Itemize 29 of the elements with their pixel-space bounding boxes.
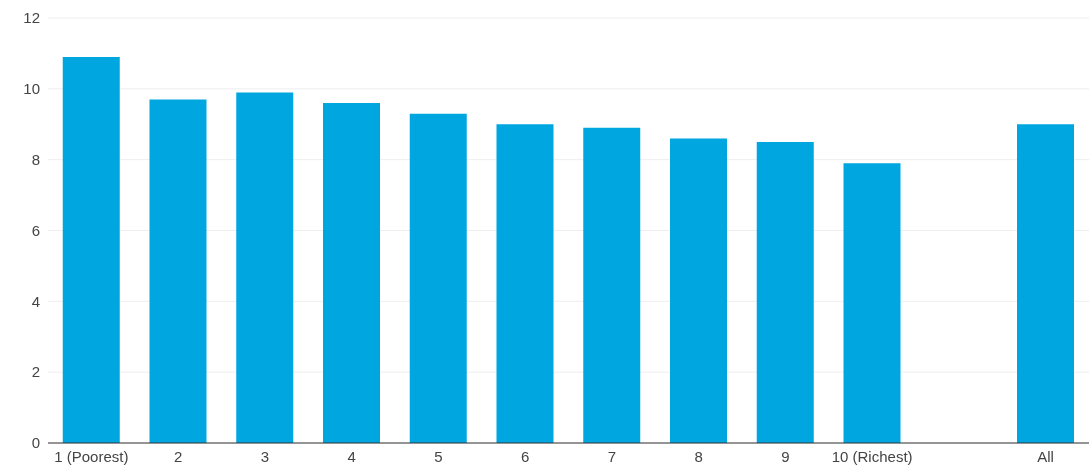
x-tick-label: 2 xyxy=(173,447,183,465)
bar xyxy=(583,127,641,443)
y-tick-label: 2 xyxy=(31,363,40,381)
bar xyxy=(1017,124,1074,443)
bar xyxy=(756,141,814,443)
bar xyxy=(409,113,467,443)
bar xyxy=(149,99,207,443)
x-tick-label: 7 xyxy=(607,447,617,465)
x-tick-label: 10 (Richest) xyxy=(831,447,913,465)
x-tick-label: 5 xyxy=(434,447,443,465)
x-tick-label: 4 xyxy=(347,447,356,465)
bar xyxy=(496,124,554,443)
y-tick-label: 6 xyxy=(31,221,40,239)
bar xyxy=(670,138,727,443)
x-tick-label: 3 xyxy=(260,447,270,465)
y-tick-label: 12 xyxy=(23,9,40,27)
y-tick-label: 0 xyxy=(31,434,40,452)
x-tick-label: 8 xyxy=(694,447,703,465)
y-tick-label: 8 xyxy=(31,150,40,168)
bar xyxy=(323,103,380,443)
x-tick-label: 9 xyxy=(781,447,790,465)
y-tick-label: 4 xyxy=(31,292,40,310)
bar xyxy=(236,92,294,443)
bar xyxy=(843,163,901,443)
y-tick-label: 10 xyxy=(23,80,40,98)
x-tick-label: 1 (Poorest) xyxy=(54,447,129,465)
x-tick-label: All xyxy=(1037,447,1054,465)
bar xyxy=(62,56,120,443)
x-tick-label: 6 xyxy=(520,447,530,465)
